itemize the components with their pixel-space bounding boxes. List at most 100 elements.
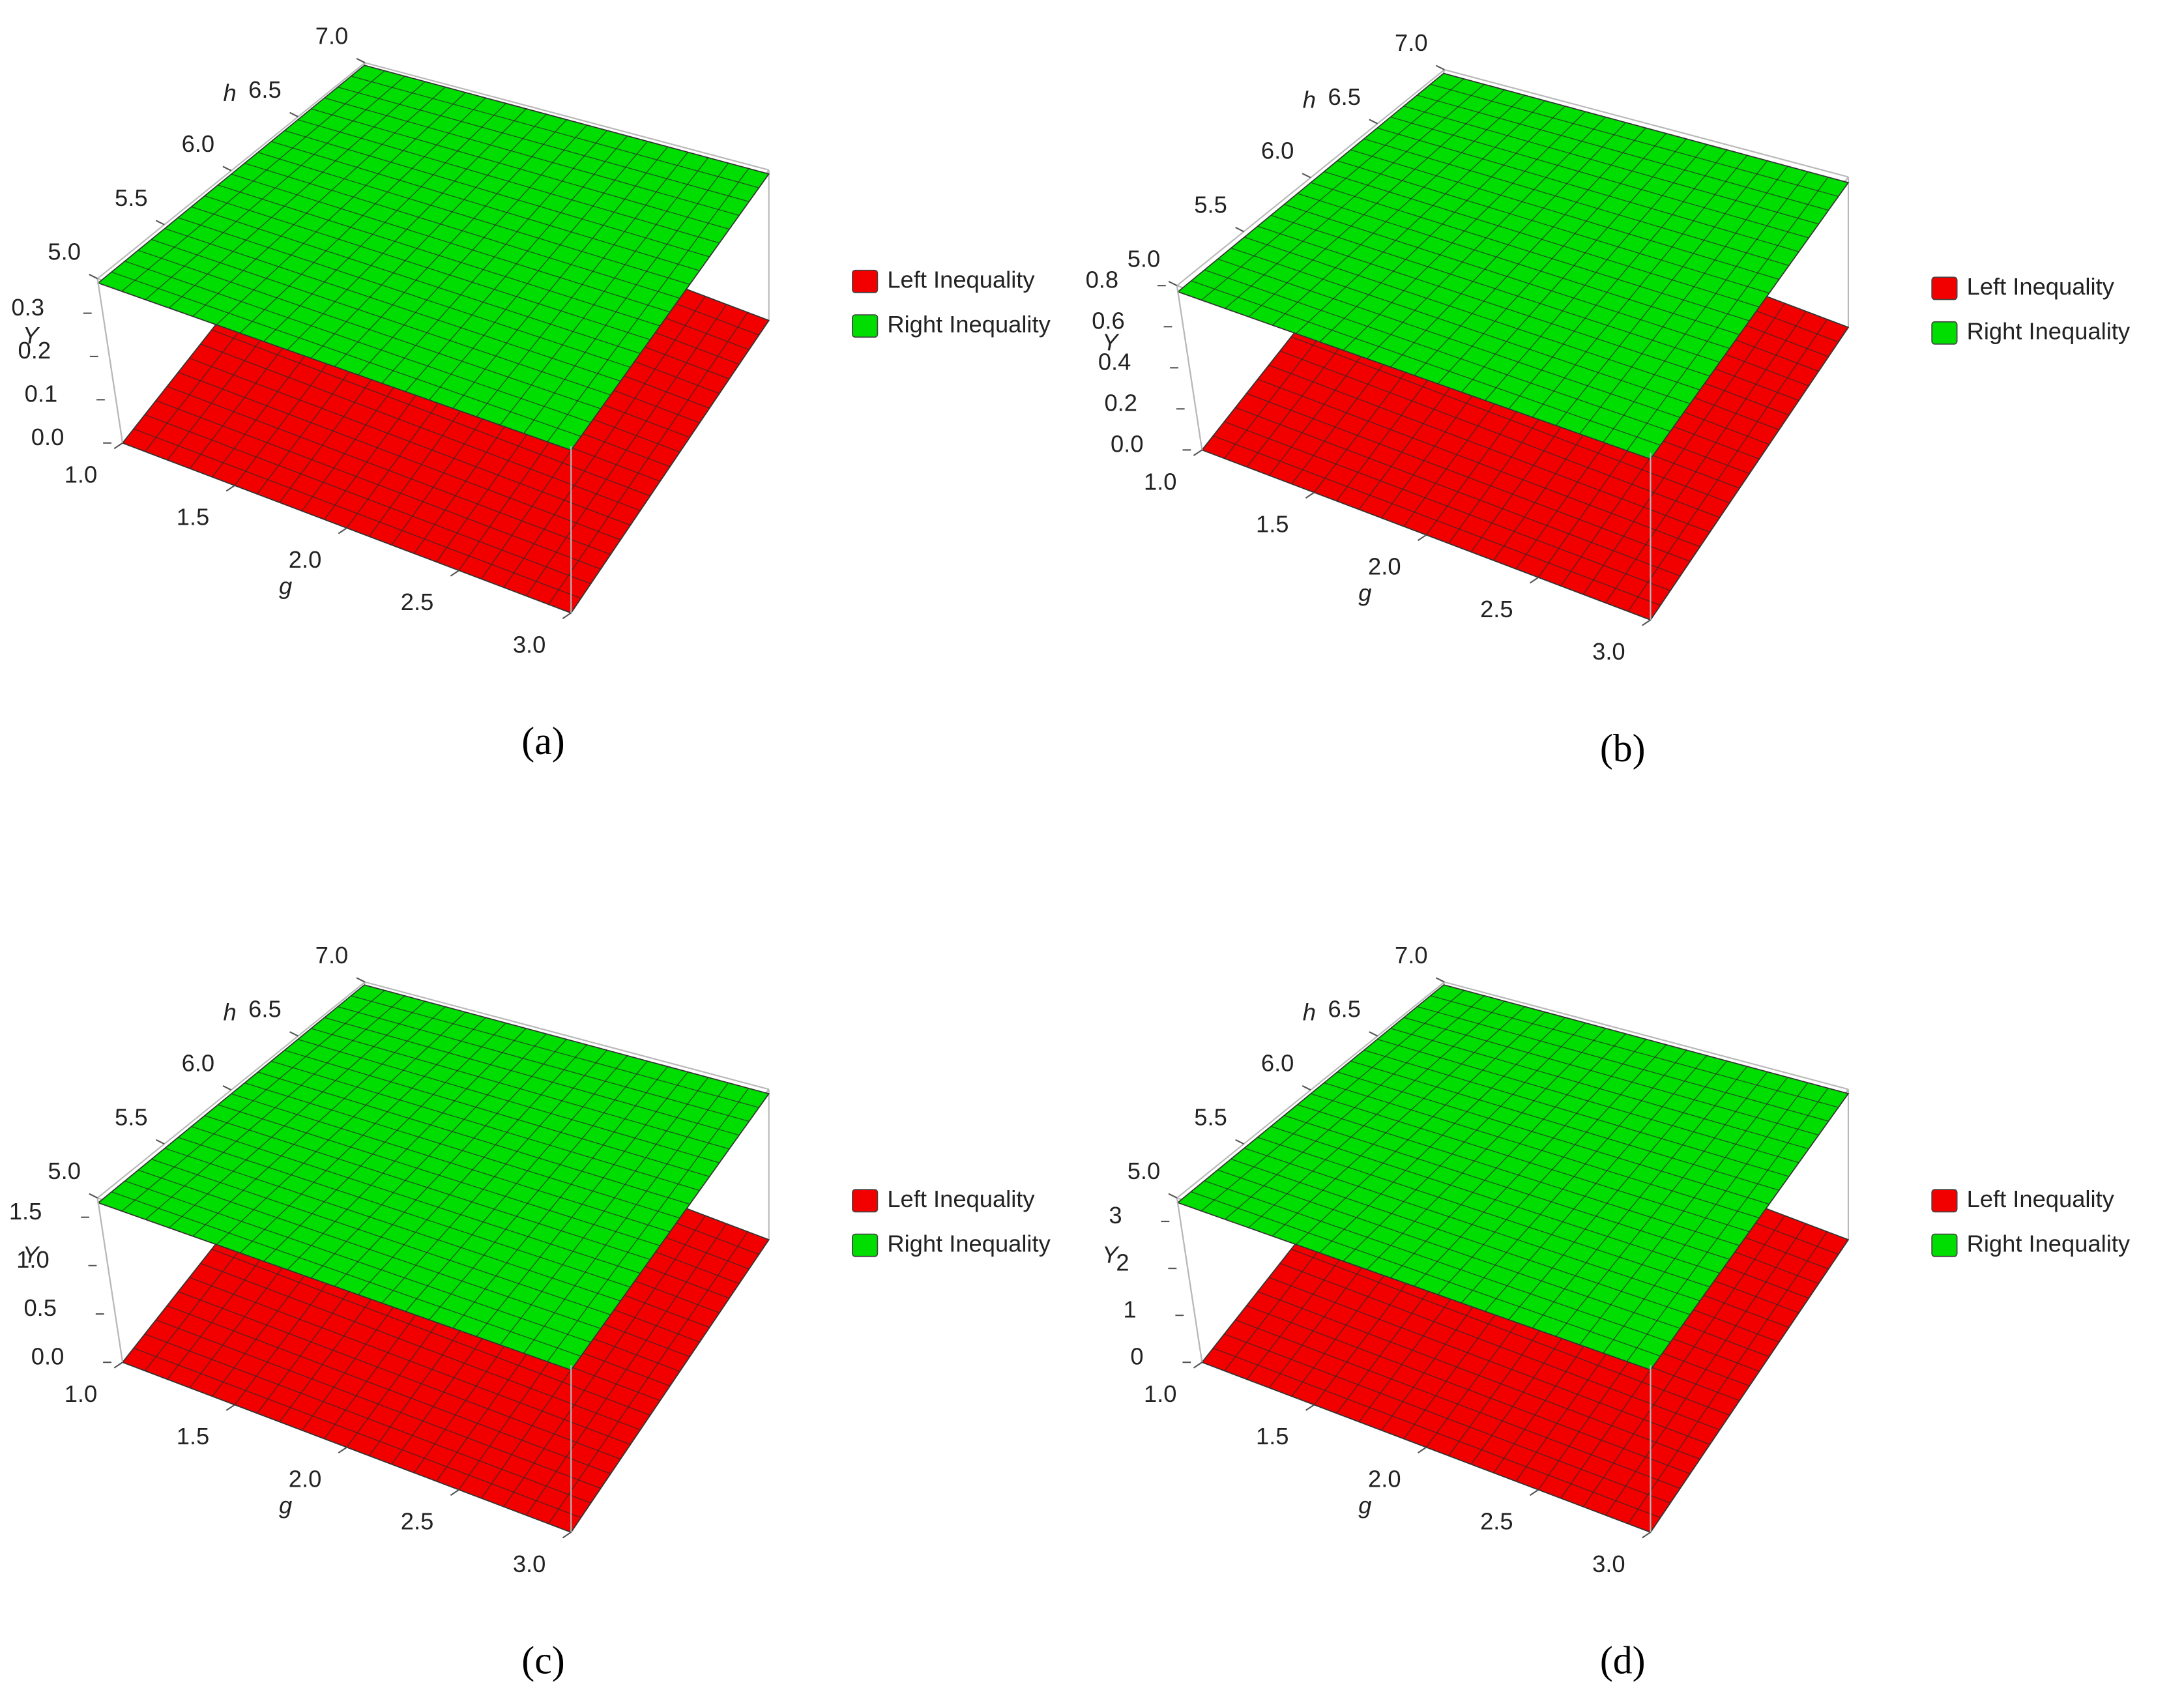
y-tick — [356, 977, 366, 983]
y-tick — [1235, 227, 1244, 233]
y-tick — [1302, 173, 1311, 179]
box-edge — [1176, 1197, 1203, 1363]
caption: (d) — [1600, 1639, 1646, 1682]
y-tick-label: 7.0 — [315, 22, 349, 49]
z-tick-label: 0.6 — [1092, 307, 1125, 334]
mesh-line — [523, 162, 729, 434]
mesh-line — [1324, 1082, 1760, 1219]
y-tick — [222, 166, 232, 171]
legend-label: Left Inequality — [1967, 1186, 2115, 1212]
x-tick — [450, 570, 459, 577]
mesh-line — [231, 1093, 671, 1232]
mesh-line — [358, 124, 587, 375]
legend-label: Left Inequality — [887, 1186, 1035, 1212]
mesh-line — [381, 1049, 607, 1304]
y-axis-label: h — [224, 998, 237, 1025]
x-tick — [1642, 619, 1652, 626]
legend-swatch — [1931, 321, 1958, 345]
y-tick — [356, 57, 366, 64]
mesh-line — [1430, 83, 1839, 197]
mesh-line — [1508, 149, 1728, 409]
mesh-line — [1417, 95, 1829, 211]
mesh-line — [1350, 149, 1779, 280]
x-tick — [113, 1362, 123, 1369]
mesh-line — [1627, 319, 1828, 612]
y-tick-label: 6.5 — [248, 996, 282, 1023]
y-tick — [155, 220, 165, 226]
x-axis-label: g — [279, 573, 292, 600]
x-tick — [450, 1489, 459, 1496]
mesh-line — [499, 157, 709, 426]
z-axis-label: Y — [1102, 1241, 1120, 1268]
x-tick — [226, 1404, 235, 1411]
box-edge — [364, 62, 769, 171]
x-tick — [562, 1532, 572, 1539]
y-tick — [89, 1193, 98, 1199]
z-tick-label: 0.2 — [1104, 390, 1137, 416]
legend-label: Left Inequality — [1967, 273, 2115, 300]
x-tick-label: 1.5 — [177, 504, 210, 531]
legend-swatch — [1931, 1189, 1958, 1213]
mesh-line — [547, 1088, 750, 1362]
x-tick — [1417, 534, 1427, 542]
mesh-line — [351, 995, 759, 1108]
z-axis-label: Y — [23, 322, 40, 349]
mesh-line — [244, 162, 680, 299]
panel: 1.0 1.5 2.0 2.5 3.0 5.0 5.5 6.0 6.5 7.0 0.0 0.5 1.0 1… — [9, 942, 1051, 1682]
caption: (b) — [1600, 727, 1646, 770]
x-tick-label: 1.0 — [65, 461, 98, 488]
y-tick — [1369, 119, 1378, 124]
mesh-line — [1579, 166, 1788, 435]
mesh-line — [499, 1077, 709, 1345]
y-tick-label: 5.0 — [48, 1158, 81, 1184]
y-axis-label: h — [1303, 87, 1316, 113]
y-axis-label: h — [1303, 998, 1316, 1025]
y-tick-label: 6.0 — [182, 130, 215, 157]
y-tick-label: 6.5 — [248, 76, 282, 103]
mesh-line — [1582, 1215, 1786, 1508]
x-tick — [338, 1446, 347, 1453]
mesh-line — [1532, 1066, 1748, 1329]
mesh-line — [1390, 116, 1809, 239]
mesh-line — [1337, 160, 1769, 294]
z-tick-label: 0.3 — [11, 294, 44, 321]
mesh-line — [1417, 1006, 1829, 1122]
mesh-line — [1579, 1077, 1788, 1345]
x-tick-label: 2.5 — [401, 1508, 434, 1535]
y-tick — [1235, 1139, 1244, 1145]
mesh-line — [1603, 171, 1809, 443]
mesh-line — [1363, 138, 1790, 267]
x-tick — [562, 612, 572, 619]
mesh-line — [297, 1039, 720, 1163]
y-tick-label: 5.0 — [1128, 245, 1161, 272]
z-tick-label: 0.2 — [18, 337, 51, 364]
mesh-line — [338, 1006, 750, 1122]
y-tick-label: 6.5 — [1328, 996, 1361, 1023]
x-tick — [1417, 1446, 1427, 1453]
legend-swatch — [1931, 1233, 1958, 1257]
z-tick-label: 2 — [1116, 1249, 1129, 1275]
mesh-line — [1437, 133, 1667, 385]
box-edge — [364, 981, 769, 1090]
mesh-line — [452, 1066, 669, 1329]
legend-swatch — [1931, 276, 1958, 300]
z-tick-label: 0.4 — [1098, 348, 1131, 375]
mesh-line — [324, 97, 740, 216]
x-tick-label: 3.0 — [1592, 638, 1625, 665]
y-tick-label: 6.5 — [1328, 83, 1361, 110]
y-tick-label: 5.0 — [48, 239, 81, 265]
mesh-line — [1390, 1028, 1809, 1150]
legend-swatch — [852, 269, 879, 293]
y-tick-label: 6.0 — [1261, 138, 1294, 164]
mesh-line — [351, 76, 759, 188]
x-tick-label: 2.0 — [1368, 1465, 1401, 1492]
x-tick — [1530, 577, 1539, 584]
mesh-line — [429, 141, 648, 401]
mesh-line — [1485, 144, 1708, 401]
y-tick — [155, 1139, 165, 1145]
z-tick-label: 0.8 — [1086, 266, 1119, 293]
y-axis-label: h — [224, 80, 237, 106]
x-tick-label: 1.0 — [65, 1380, 98, 1407]
mesh-line — [284, 1049, 710, 1177]
